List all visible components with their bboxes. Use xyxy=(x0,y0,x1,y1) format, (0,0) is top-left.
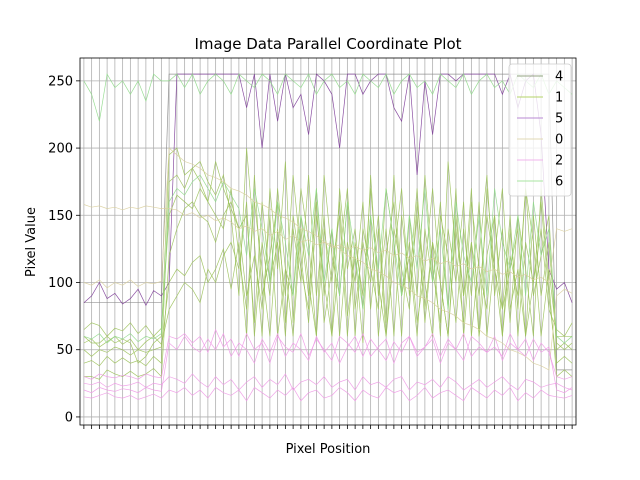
legend-label: 4 xyxy=(555,70,563,85)
chart-title: Image Data Parallel Coordinate Plot xyxy=(194,35,461,53)
legend: 4 1 5 0 2 6 xyxy=(508,63,572,197)
plot-frame xyxy=(79,57,577,426)
grid xyxy=(80,58,576,425)
series-line-2d xyxy=(83,386,573,402)
series-lines xyxy=(83,72,573,402)
y-axis-label: Pixel Value xyxy=(24,207,39,277)
legend-label: 0 xyxy=(555,133,563,148)
series-line-2c xyxy=(83,373,573,391)
series-line-2b xyxy=(83,328,573,380)
legend-label: 1 xyxy=(555,91,563,106)
y-tick-label: 50 xyxy=(56,343,73,358)
series-line-4 xyxy=(83,73,573,371)
series-line-1f xyxy=(83,188,573,351)
x-axis-label: Pixel Position xyxy=(286,442,371,457)
legend-label: 6 xyxy=(555,175,563,190)
series-line-2a xyxy=(83,332,573,394)
y-tick-label: 100 xyxy=(48,276,73,291)
y-tick-label: 150 xyxy=(48,209,73,224)
legend-label: 2 xyxy=(555,154,563,169)
legend-label: 5 xyxy=(555,112,563,127)
y-tick-label: 200 xyxy=(48,142,73,157)
series-line-5 xyxy=(83,72,573,307)
y-tick-label: 250 xyxy=(48,74,73,89)
series-line-6a xyxy=(83,73,573,122)
series-line-6b xyxy=(83,174,573,344)
series-line-0b xyxy=(83,147,573,371)
y-tick-label: 0 xyxy=(65,410,73,425)
